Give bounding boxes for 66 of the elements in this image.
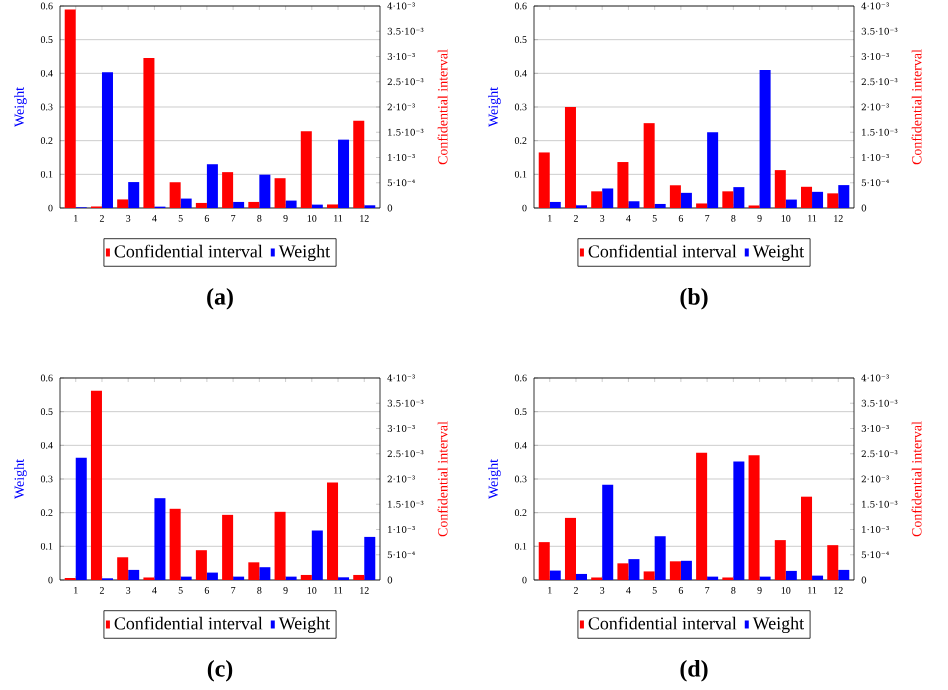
bar [274, 511, 286, 580]
bar [564, 107, 576, 208]
bar [707, 132, 719, 208]
legend-label: Confidential interval [114, 244, 263, 258]
bar [195, 550, 207, 580]
bar [206, 164, 218, 208]
bar [195, 202, 207, 208]
bar [75, 457, 87, 580]
bar [90, 390, 102, 580]
bar [748, 455, 760, 580]
bar [353, 120, 365, 208]
bar [64, 9, 76, 208]
bar [774, 170, 786, 208]
text: (d) [680, 659, 708, 682]
bar [785, 570, 797, 580]
bar [117, 557, 129, 580]
bar [617, 162, 629, 208]
legend-label: Weight [752, 616, 805, 634]
bar [549, 201, 561, 208]
bar [643, 123, 655, 208]
text: (a) [207, 287, 233, 310]
bar [154, 498, 166, 580]
bar [654, 536, 666, 580]
bar [827, 545, 839, 580]
bar [575, 573, 587, 580]
bar [643, 571, 655, 580]
bar [538, 542, 550, 580]
bar [696, 452, 708, 580]
legend-label: Weight [752, 244, 805, 262]
bar [285, 200, 297, 208]
bar [248, 201, 260, 208]
bar [338, 139, 350, 208]
bar [602, 484, 614, 580]
bar [364, 536, 376, 580]
bar [353, 574, 365, 580]
bar [169, 182, 181, 208]
bar [206, 572, 218, 580]
legend-label: Weight [278, 244, 330, 262]
bar [628, 201, 640, 208]
bar [549, 570, 561, 580]
text: (b) [680, 287, 708, 310]
bar [128, 182, 140, 208]
bar [143, 58, 155, 208]
text: (c) [207, 659, 233, 682]
bar [311, 530, 323, 580]
legend-label: Confidential interval [588, 616, 737, 630]
legend-label: Confidential interval [114, 616, 263, 630]
bar [169, 508, 181, 580]
bar [222, 514, 234, 580]
bar [733, 461, 745, 580]
bar [327, 482, 339, 580]
legend-label: Weight [278, 616, 330, 634]
bar [564, 517, 576, 580]
bar [233, 201, 245, 208]
bar [774, 540, 786, 580]
bar [274, 178, 286, 208]
bar [259, 174, 271, 208]
bar [300, 131, 312, 208]
legend-label: Confidential interval [588, 244, 737, 258]
bar [538, 152, 550, 208]
bar [101, 72, 113, 208]
bar [300, 574, 312, 580]
bar [785, 199, 797, 208]
bar [801, 496, 813, 580]
bar [759, 69, 771, 208]
bar [222, 172, 234, 208]
